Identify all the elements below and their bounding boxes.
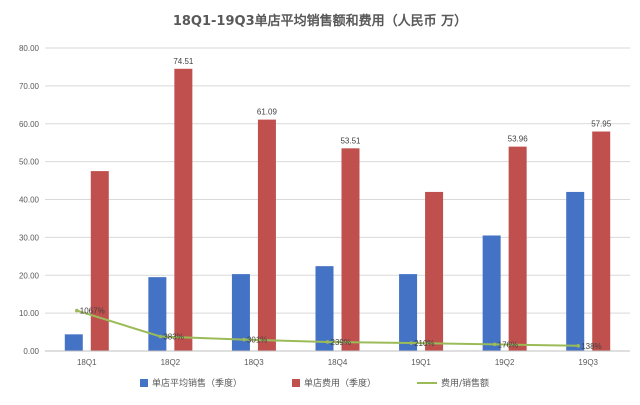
ratio-point [158,334,163,339]
legend-swatch [292,379,300,387]
ratio-label: 210% [414,339,434,348]
data-label-cost: 74.51 [173,57,194,66]
x-tick-label: 19Q1 [411,358,431,367]
gridlines [45,47,630,352]
data-label-cost: 61.09 [257,108,278,117]
ratio-label: 1067% [80,307,105,316]
bar-sales-18Q1 [64,334,83,351]
bar-sales-18Q4 [315,266,334,351]
bar-cost-19Q2 [508,146,527,351]
ratio-label: 138% [581,342,601,351]
x-tick-label: 18Q3 [244,358,264,367]
ratio-point [325,340,330,344]
x-tick-label: 18Q4 [328,358,348,367]
bar-sales-19Q1 [399,274,418,351]
x-tick-label: 19Q3 [578,358,598,367]
y-tick-label: 50.00 [19,158,40,167]
ratio-point [409,341,413,345]
y-tick-label: 80.00 [19,44,40,53]
bar-cost-19Q3 [592,131,611,351]
x-tick-label: 18Q1 [77,358,97,367]
legend-swatch [140,379,148,387]
y-tick-label: 70.00 [19,82,40,91]
data-label-cost: 57.95 [591,120,612,129]
chart-title: 18Q1-19Q3单店平均销售额和费用（人民币 万） [173,13,467,29]
bar-sales-19Q3 [566,191,585,351]
bars: 74.51 61.09 53.51 53.96 57.95 [64,57,612,352]
x-tick-label: 19Q2 [495,358,515,367]
y-tick-label: 20.00 [19,271,40,280]
data-label-cost: 53.96 [508,135,529,144]
ratio-label: 301% [247,336,267,345]
x-tick-label: 18Q2 [161,358,181,367]
ratio-label: 239% [331,338,351,347]
legend-label: 费用/销售额 [441,377,489,389]
bar-cost-19Q1 [425,191,444,351]
x-axis: 18Q1 18Q2 18Q3 18Q4 19Q1 19Q2 19Q3 [45,350,630,367]
y-tick-label: 30.00 [19,233,40,242]
ratio-point [492,342,497,347]
bar-cost-18Q4 [341,148,360,351]
bar-cost-18Q1 [90,171,109,351]
y-tick-label: 40.00 [19,196,40,205]
y-axis: 0.00 10.00 20.00 30.00 40.00 50.00 60.00 70.00 8… [19,44,40,356]
ratio-point [576,343,581,348]
ratio-point [74,308,79,313]
ratio-label: 383% [163,332,183,341]
legend: 单店平均销售（季度） 单店费用（季度） 费用/销售额 [140,377,489,389]
y-tick-label: 60.00 [19,120,40,129]
ratio-point [242,337,246,342]
bar-sales-19Q2 [482,235,501,351]
y-tick-label: 0.00 [23,347,39,356]
bar-cost-18Q3 [257,119,276,351]
legend-label: 单店平均销售（季度） [152,377,242,389]
legend-label: 单店费用（季度） [304,377,376,389]
ratio-label: 176% [498,340,518,349]
bar-sales-18Q3 [231,274,250,351]
bar-cost-18Q2 [174,68,193,352]
bar-sales-18Q2 [148,277,167,351]
data-label-cost: 53.51 [340,136,361,145]
ratio-line: 1067% 383% 301% 239% 210% 176% 138% [74,307,602,351]
y-tick-label: 10.00 [19,309,40,318]
